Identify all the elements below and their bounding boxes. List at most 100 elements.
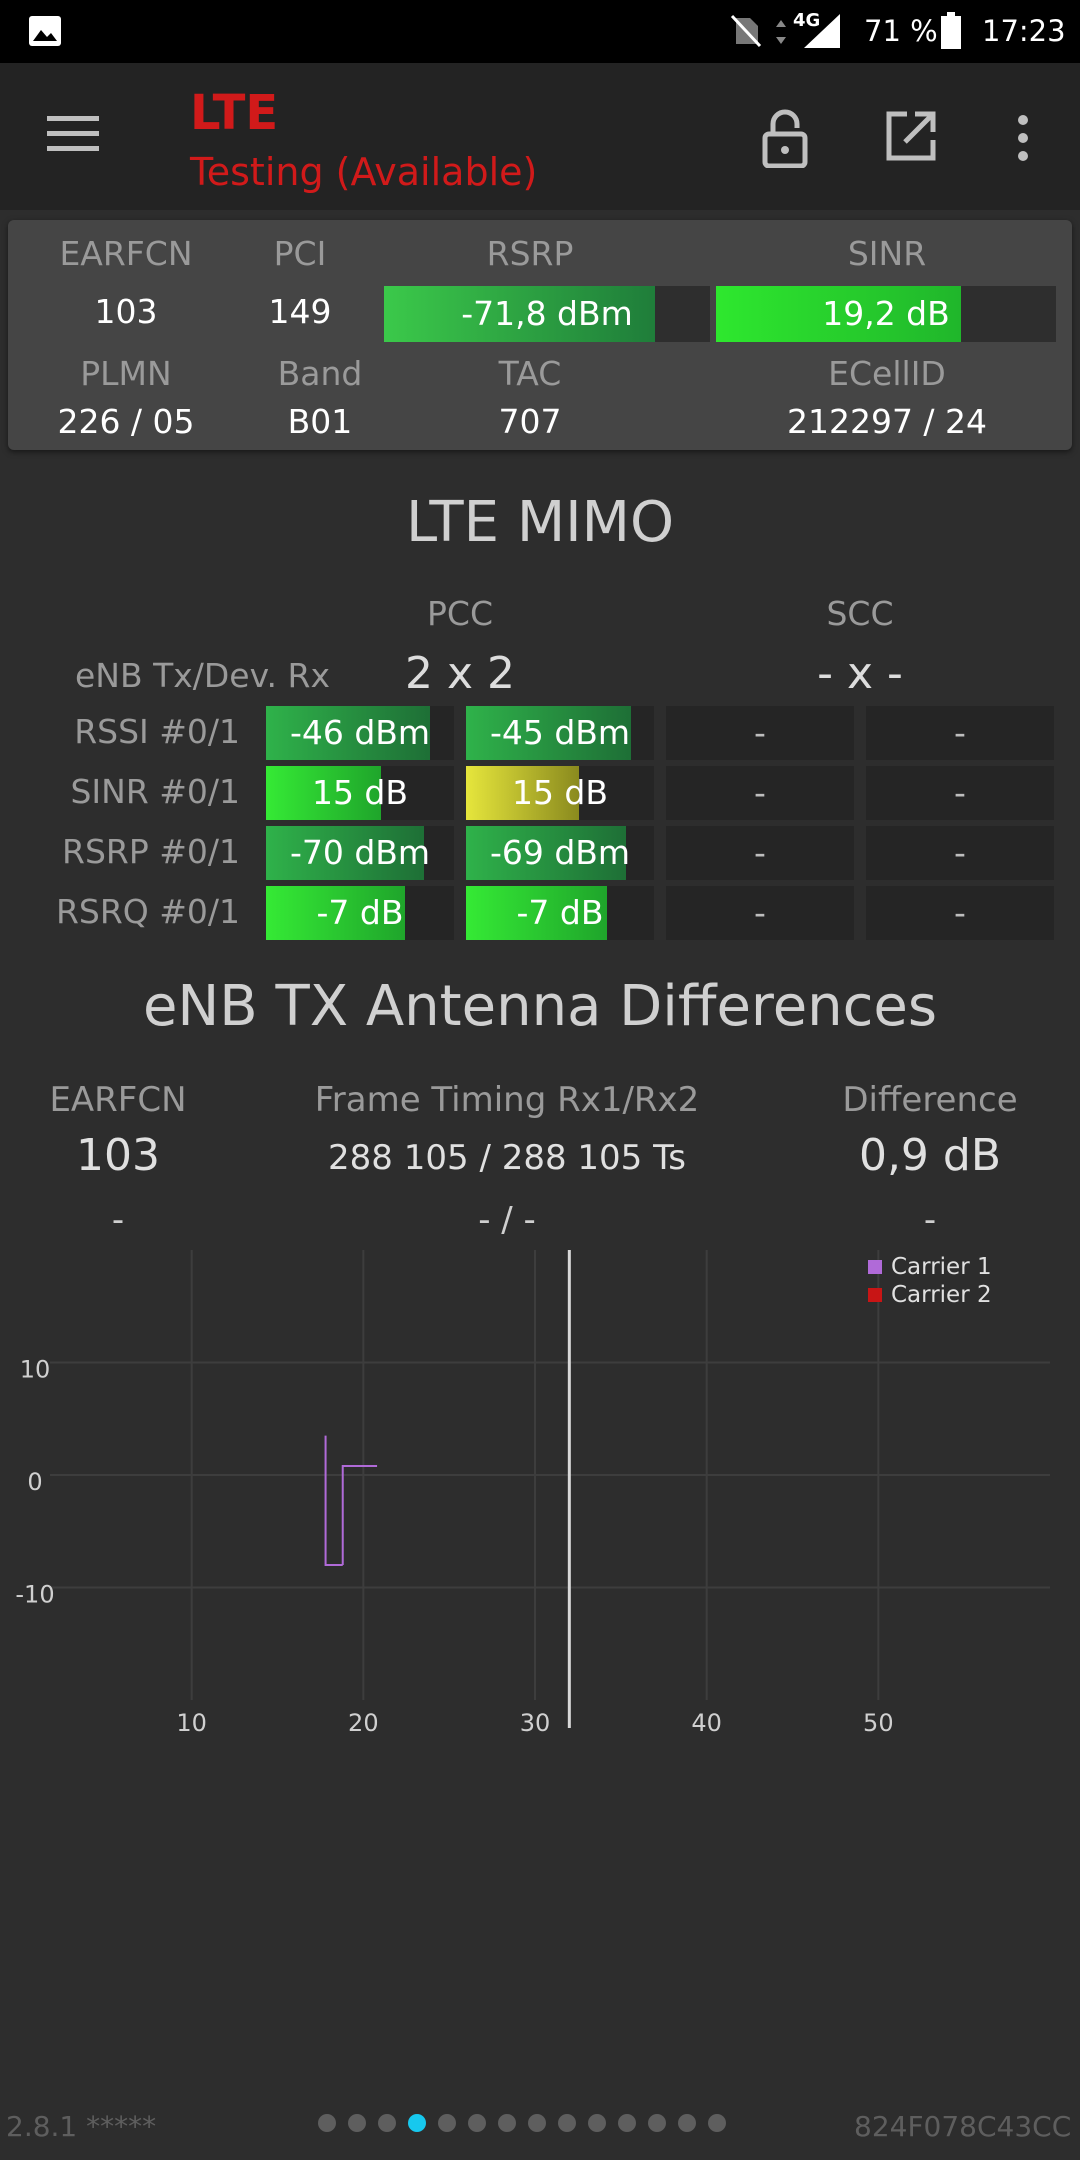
- page-dot[interactable]: [348, 2114, 366, 2132]
- menu-icon[interactable]: [38, 99, 108, 169]
- y-tick-label: 10: [20, 1356, 51, 1384]
- antenna-title: eNB TX Antenna Differences: [142, 974, 938, 1039]
- page-indicator: [312, 2114, 762, 2138]
- earfcn-label: EARFCN: [59, 234, 193, 273]
- y-tick-label: 0: [27, 1468, 42, 1496]
- status-bar: 4G 71 % 17:23: [0, 0, 1080, 63]
- signal-icon: [800, 12, 842, 54]
- rsrp-label: RSRP: [486, 234, 574, 273]
- antenna-earfcn-label: EARFCN: [49, 1080, 187, 1120]
- ecellid-label: ECellID: [828, 354, 946, 393]
- mimo-pcc-cell: -69 dBm: [466, 826, 654, 880]
- app-title: LTE: [190, 85, 279, 141]
- mimo-row-label: RSRP #0/1: [62, 832, 240, 871]
- mimo-pcc-cell: 15 dB: [266, 766, 454, 820]
- mimo-scc-cell: -: [866, 766, 1054, 820]
- series-line: [341, 1465, 378, 1565]
- battery-icon: [940, 12, 962, 54]
- more-vert-icon[interactable]: [988, 103, 1058, 173]
- tac-label: TAC: [498, 354, 562, 393]
- page-dot[interactable]: [318, 2114, 336, 2132]
- legend-label: Carrier 2: [891, 1282, 992, 1308]
- app-bar: LTE Testing (Available): [0, 63, 1080, 210]
- pcc-label: PCC: [427, 594, 493, 633]
- x-tick-label: 20: [348, 1709, 379, 1737]
- page-dot[interactable]: [588, 2114, 606, 2132]
- page-dot[interactable]: [678, 2114, 696, 2132]
- mimo-value: -70 dBm: [289, 833, 431, 872]
- frame-timing-label: Frame Timing Rx1/Rx2: [314, 1080, 700, 1120]
- band-label: Band: [277, 354, 363, 393]
- difference-label: Difference: [842, 1080, 1018, 1120]
- version-label: 2.8.1 *****: [6, 2110, 157, 2143]
- sinr-bar: 19,2 dB: [716, 286, 1056, 342]
- mimo-scc-cell: -: [666, 706, 854, 760]
- antenna-earfcn-value-2: -: [111, 1200, 125, 1240]
- mimo-pcc-cell: 15 dB: [466, 766, 654, 820]
- plmn-label: PLMN: [80, 354, 172, 393]
- mimo-value: -7 dB: [516, 893, 604, 932]
- network-type: 4G: [793, 10, 821, 31]
- page-dot[interactable]: [498, 2114, 516, 2132]
- mimo-value: -45 dBm: [489, 713, 631, 752]
- mimo-value: 15 dB: [311, 773, 409, 812]
- mimo-scc-cell: -: [666, 886, 854, 940]
- mimo-scc-cell: -: [666, 766, 854, 820]
- mimo-pcc-cell: -7 dB: [466, 886, 654, 940]
- page-dot[interactable]: [408, 2114, 426, 2132]
- mimo-bar-fill: [466, 706, 632, 760]
- pci-label: PCI: [273, 234, 327, 273]
- mimo-bar-fill: [266, 826, 424, 880]
- page-dot[interactable]: [558, 2114, 576, 2132]
- y-tick-label: -10: [15, 1581, 54, 1609]
- mimo-scc-cell: -: [866, 826, 1054, 880]
- x-tick-label: 40: [691, 1709, 722, 1737]
- x-tick-label: 10: [176, 1709, 207, 1737]
- open-external-icon[interactable]: [876, 101, 946, 171]
- pci-value: 149: [268, 292, 332, 331]
- data-arrows-icon: [775, 18, 787, 50]
- clock: 17:23: [982, 14, 1066, 48]
- frame-timing-value-2: - / -: [478, 1200, 536, 1240]
- mimo-bar-fill: [466, 766, 579, 820]
- legend-swatch: [868, 1288, 882, 1302]
- mimo-table: RSSI #0/1 -46 dBm -45 dBm - - SINR #0/1 15 dB 1…: [0, 706, 1080, 946]
- mimo-value: -46 dBm: [289, 713, 431, 752]
- legend-label: Carrier 1: [891, 1254, 992, 1280]
- page-dot[interactable]: [648, 2114, 666, 2132]
- pcc-config: 2 x 2: [405, 648, 515, 699]
- mimo-row-label: SINR #0/1: [70, 772, 240, 811]
- page-dot[interactable]: [618, 2114, 636, 2132]
- app-subtitle: Testing (Available): [190, 150, 538, 194]
- series-line: [324, 1435, 343, 1566]
- mimo-bar-fill: [266, 706, 430, 760]
- frame-timing-value: 288 105 / 288 105 Ts: [328, 1138, 686, 1178]
- ecellid-value: 212297 / 24: [786, 402, 988, 441]
- battery-percent: 71 %: [864, 14, 938, 48]
- page-dot[interactable]: [438, 2114, 456, 2132]
- mimo-bar-fill: [266, 766, 381, 820]
- mimo-pcc-cell: -70 dBm: [266, 826, 454, 880]
- mimo-value: -7 dB: [316, 893, 404, 932]
- device-id: 824F078C43CC: [854, 2110, 1072, 2143]
- page-dot[interactable]: [378, 2114, 396, 2132]
- tac-value: 707: [498, 402, 562, 441]
- difference-value: 0,9 dB: [858, 1130, 1002, 1181]
- sinr-label: SINR: [847, 234, 927, 273]
- sinr-bar-fill: [716, 286, 961, 342]
- page-dot[interactable]: [528, 2114, 546, 2132]
- scc-config: - x -: [817, 648, 903, 699]
- legend-swatch: [868, 1260, 882, 1274]
- mimo-bar-fill: [466, 886, 607, 940]
- lock-icon[interactable]: [750, 103, 820, 173]
- antenna-earfcn-value: 103: [76, 1130, 160, 1181]
- page-dot[interactable]: [708, 2114, 726, 2132]
- mimo-title: LTE MIMO: [405, 490, 675, 555]
- mimo-pcc-cell: -46 dBm: [266, 706, 454, 760]
- page-dot[interactable]: [468, 2114, 486, 2132]
- mimo-value: -69 dBm: [489, 833, 631, 872]
- earfcn-value: 103: [94, 292, 158, 331]
- mimo-bar-fill: [266, 886, 406, 940]
- rsrp-value: -71,8 dBm: [461, 294, 633, 333]
- scc-label: SCC: [826, 594, 894, 633]
